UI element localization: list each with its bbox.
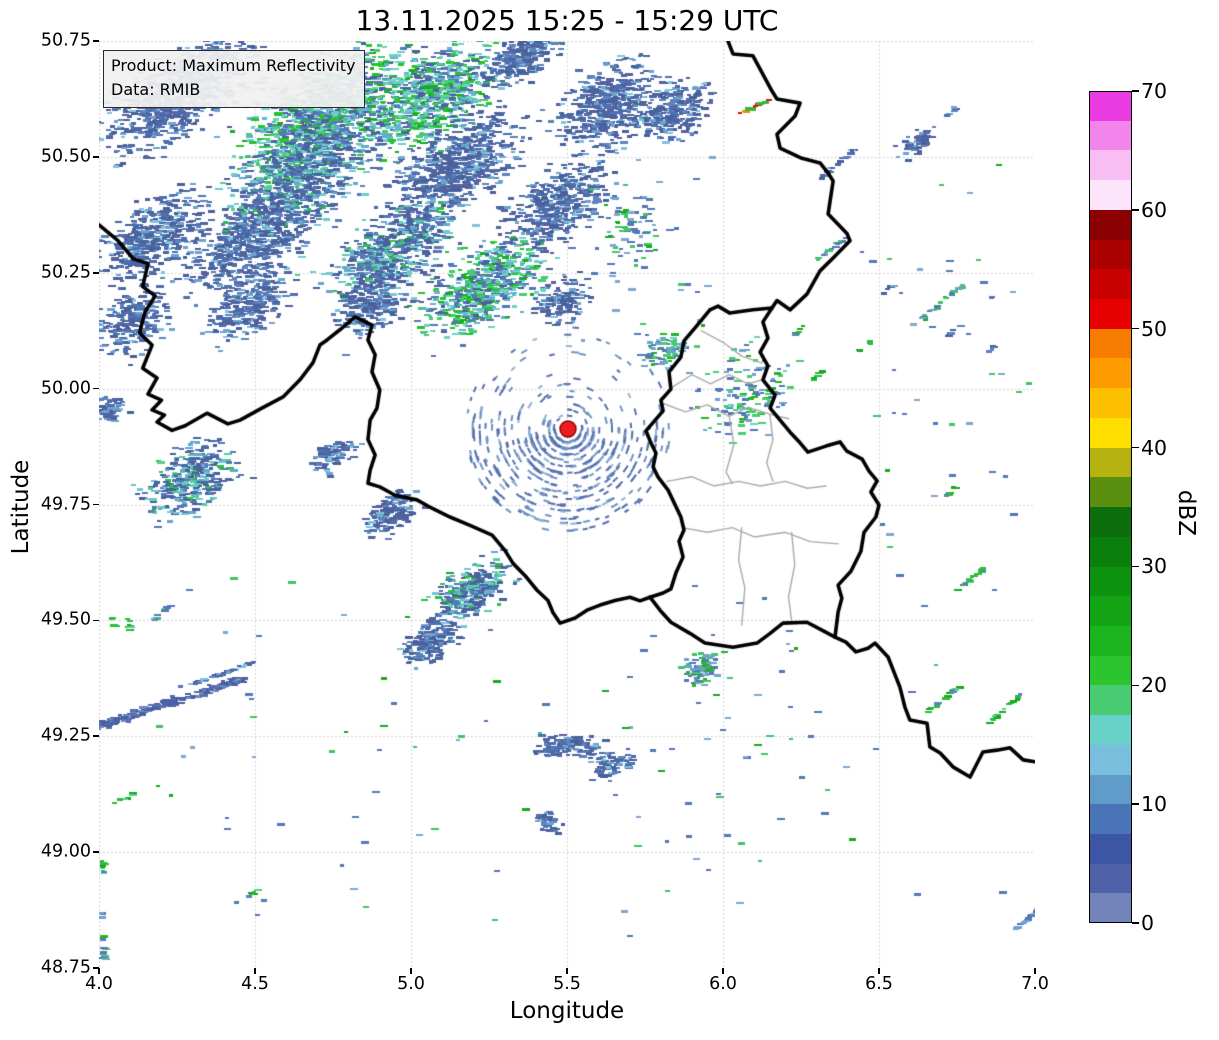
colorbar <box>1089 91 1132 924</box>
x-tick-label: 5.0 <box>397 974 425 994</box>
colorbar-tick-mark <box>1132 209 1139 211</box>
x-tick-label: 4.0 <box>85 974 113 994</box>
colorbar-band <box>1089 893 1132 924</box>
colorbar-label: dBZ <box>1173 489 1199 537</box>
colorbar-tick-label: 40 <box>1141 435 1168 460</box>
colorbar-band <box>1089 774 1132 805</box>
x-tick-mark <box>98 968 100 974</box>
y-tick-label: 49.00 <box>40 841 91 862</box>
colorbar-tick-label: 30 <box>1141 554 1168 579</box>
colorbar-tick-mark <box>1132 90 1139 92</box>
x-tick-label: 6.5 <box>865 974 893 994</box>
y-tick-mark <box>93 851 99 853</box>
colorbar-band <box>1089 477 1132 508</box>
y-tick-label: 49.50 <box>40 609 91 630</box>
y-tick-label: 50.25 <box>40 262 91 283</box>
y-tick-mark <box>93 156 99 158</box>
colorbar-band <box>1089 299 1132 329</box>
colorbar-band <box>1089 447 1132 478</box>
y-tick-mark <box>93 735 99 738</box>
y-tick-mark <box>93 503 99 506</box>
map-plot-area: Product: Maximum Reflectivity Data: RMIB <box>99 41 1035 968</box>
colorbar-tick-mark <box>1132 328 1139 330</box>
y-tick-mark <box>93 619 99 622</box>
colorbar-band <box>1089 655 1132 686</box>
colorbar-band <box>1089 209 1132 240</box>
colorbar-band <box>1089 596 1132 626</box>
x-tick-mark <box>722 968 724 974</box>
colorbar-tick-label: 0 <box>1141 911 1155 935</box>
colorbar-tick-mark <box>1132 803 1139 805</box>
colorbar-band <box>1089 804 1132 834</box>
colorbar-band <box>1089 150 1132 181</box>
colorbar-band <box>1089 239 1132 270</box>
x-tick-mark <box>410 968 412 974</box>
info-source: Data: RMIB <box>111 80 201 99</box>
y-tick-mark <box>93 387 99 390</box>
y-tick-label: 50.75 <box>40 30 91 51</box>
colorbar-band <box>1089 180 1132 210</box>
colorbar-tick-label: 50 <box>1141 316 1168 341</box>
y-tick-label: 49.75 <box>40 494 91 515</box>
x-tick-mark <box>878 968 880 974</box>
colorbar-band <box>1089 388 1132 418</box>
x-tick-mark <box>566 968 568 974</box>
colorbar-tick-mark <box>1132 446 1139 449</box>
y-tick-label: 49.25 <box>40 725 91 746</box>
colorbar-band <box>1089 833 1132 864</box>
x-tick-label: 7.0 <box>1021 974 1049 994</box>
colorbar-tick-mark <box>1132 922 1139 924</box>
colorbar-band <box>1089 715 1132 745</box>
x-tick-mark <box>1034 968 1036 974</box>
colorbar-tick-label: 10 <box>1141 792 1168 817</box>
colorbar-band <box>1089 358 1132 389</box>
y-tick-mark <box>93 967 99 969</box>
x-tick-mark <box>254 968 256 974</box>
y-axis-label: Latitude <box>8 459 34 555</box>
colorbar-band <box>1089 269 1132 300</box>
y-tick-mark <box>93 271 99 274</box>
y-tick-mark <box>93 40 99 42</box>
colorbar-band <box>1089 685 1132 716</box>
colorbar-band <box>1089 863 1132 894</box>
colorbar-band <box>1089 417 1132 448</box>
colorbar-band <box>1089 625 1132 656</box>
info-product: Product: Maximum Reflectivity <box>111 56 356 75</box>
colorbar-band <box>1089 566 1132 597</box>
x-tick-label: 4.5 <box>241 974 269 994</box>
colorbar-band <box>1089 536 1132 567</box>
x-axis-label: Longitude <box>509 998 625 1024</box>
colorbar-tick-label: 60 <box>1141 197 1168 222</box>
x-tick-label: 6.0 <box>709 974 737 994</box>
colorbar-band <box>1089 744 1132 775</box>
y-tick-label: 48.75 <box>40 957 91 978</box>
colorbar-band <box>1089 120 1132 151</box>
colorbar-band <box>1089 328 1132 359</box>
radar-map-canvas <box>99 41 1035 968</box>
colorbar-tick-mark <box>1132 684 1139 686</box>
chart-title: 13.11.2025 15:25 - 15:29 UTC <box>355 4 779 37</box>
x-tick-label: 5.5 <box>553 974 581 994</box>
colorbar-tick-mark <box>1132 565 1139 568</box>
colorbar-tick-label: 70 <box>1141 79 1168 103</box>
info-box: Product: Maximum Reflectivity Data: RMIB <box>103 50 366 108</box>
colorbar-band <box>1089 507 1132 537</box>
colorbar-tick-label: 20 <box>1141 673 1168 698</box>
colorbar-band <box>1089 91 1132 121</box>
y-tick-label: 50.00 <box>40 378 91 399</box>
y-tick-label: 50.50 <box>40 146 91 167</box>
